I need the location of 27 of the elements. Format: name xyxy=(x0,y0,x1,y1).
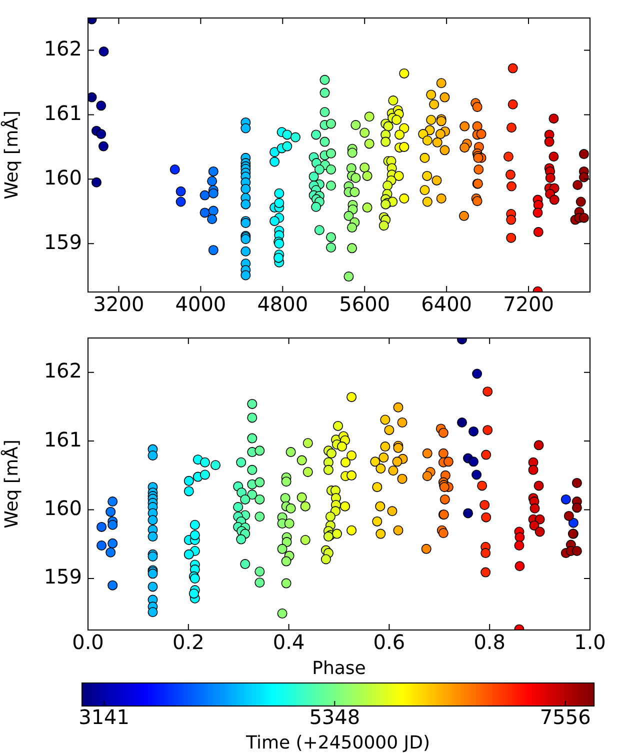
x-tick-label: 5600 xyxy=(339,292,390,316)
y-axis-title: Weq [mÅ] xyxy=(0,110,22,200)
y-axis-title: Weq [mÅ] xyxy=(0,440,22,528)
x-tick-label: 0.0 xyxy=(72,630,104,654)
x-tick-label: 3200 xyxy=(93,292,144,316)
x-tick-label: 0.8 xyxy=(474,630,506,654)
x-tick-label: 0.4 xyxy=(272,630,305,654)
x-tick-label: 4000 xyxy=(175,292,226,316)
x-tick-label: 4800 xyxy=(257,292,308,316)
color-bar-label: 7556 xyxy=(540,705,591,730)
y-tick-label: 160 xyxy=(44,165,82,190)
y-tick-label: 159 xyxy=(44,230,82,254)
x-axis-title: Phase xyxy=(312,658,366,679)
color-bar-label: 5348 xyxy=(309,705,360,730)
y-tick-label: 159 xyxy=(44,564,82,589)
x-tick-label: 6400 xyxy=(421,292,472,316)
color-bar-title: Time (+2450000 JD) xyxy=(245,732,430,753)
x-tick-label: 0.6 xyxy=(373,630,406,654)
y-tick-label: 162 xyxy=(44,36,82,60)
y-tick-label: 160 xyxy=(44,496,82,520)
x-tick-label: 0.2 xyxy=(172,630,204,654)
x-tick-label: 7200 xyxy=(503,292,554,316)
y-tick-label: 161 xyxy=(44,100,82,125)
x-tick-label: 1.0 xyxy=(574,630,606,654)
color-bar-label: 3141 xyxy=(78,705,130,730)
y-tick-label: 161 xyxy=(44,427,82,452)
y-tick-label: 162 xyxy=(44,358,82,383)
